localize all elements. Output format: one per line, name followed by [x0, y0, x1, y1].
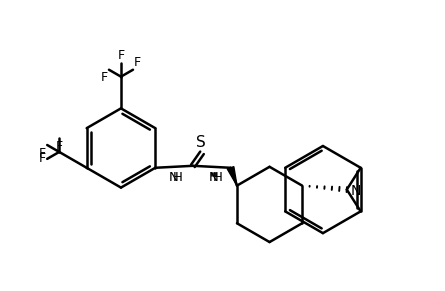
Text: F: F [39, 147, 46, 160]
Text: F: F [56, 140, 63, 153]
Text: N: N [169, 171, 179, 184]
Text: F: F [117, 49, 125, 62]
Polygon shape [227, 167, 237, 186]
Text: S: S [196, 135, 206, 150]
Text: N: N [209, 171, 218, 184]
Text: F: F [101, 71, 108, 84]
Text: H: H [173, 171, 183, 184]
Text: H: H [213, 171, 222, 184]
Text: F: F [39, 152, 46, 165]
Text: F: F [134, 56, 141, 69]
Text: N: N [351, 184, 361, 198]
